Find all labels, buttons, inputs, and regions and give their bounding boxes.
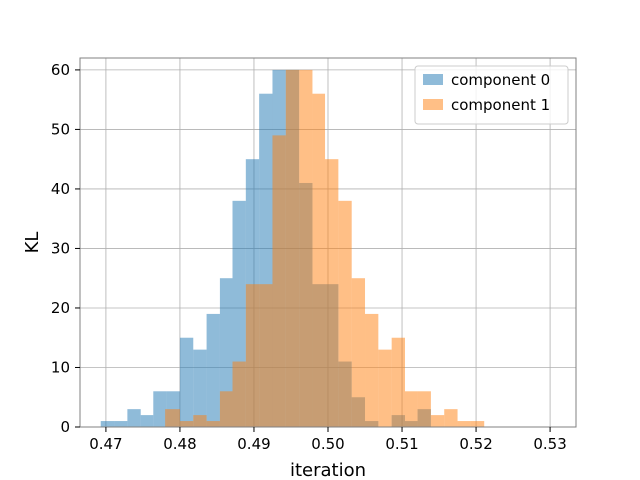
- histogram-bar-series-0: [100, 421, 115, 427]
- y-tick-label: 60: [51, 61, 70, 79]
- legend: component 0 component 1: [414, 65, 569, 125]
- y-tick-label: 10: [51, 358, 70, 376]
- legend-swatch: [423, 99, 443, 110]
- histogram-bar-series-0: [127, 409, 141, 427]
- y-axis-ticks: 0 10 20 30 40 50 60: [51, 61, 80, 436]
- histogram-bar-series-1: [245, 284, 260, 427]
- histogram-bar-series-1: [259, 284, 273, 427]
- histogram-bar-series-1: [325, 159, 339, 427]
- histogram-bar-series-1: [457, 421, 471, 427]
- histogram-bar-series-1: [417, 391, 431, 427]
- histogram-bar-series-1: [206, 421, 220, 427]
- histogram-bar-series-1: [219, 391, 233, 427]
- histogram-bar-series-1: [193, 415, 207, 427]
- histogram-bar-series-1: [470, 421, 485, 427]
- x-axis-ticks: 0.47 0.48 0.49 0.50 0.51 0.52 0.53: [89, 427, 567, 453]
- histogram-bar-series-1: [285, 69, 300, 427]
- histogram-bar-series-1: [299, 69, 313, 427]
- histogram-bar-series-1: [232, 361, 246, 427]
- histogram-bar-series-0: [219, 278, 233, 427]
- histogram-bar-series-1: [351, 278, 366, 427]
- y-tick-label: 40: [51, 180, 70, 198]
- x-tick-label: 0.48: [163, 435, 196, 453]
- legend-box: [414, 65, 569, 125]
- histogram-bar-series-1: [404, 391, 418, 427]
- histogram-bar-series-1: [444, 409, 458, 427]
- histogram-bar-series-1: [272, 135, 286, 427]
- histogram-bar-series-0: [140, 415, 154, 427]
- histogram-bar-series-0: [153, 391, 167, 427]
- legend-label: component 1: [451, 96, 550, 114]
- histogram-bar-series-1: [391, 337, 405, 427]
- histogram-bar-series-0: [193, 349, 207, 427]
- x-axis-label: iteration: [290, 460, 366, 480]
- y-tick-label: 20: [51, 299, 70, 317]
- histogram-bar-series-1: [165, 409, 180, 427]
- legend-swatch: [423, 74, 443, 85]
- x-tick-label: 0.49: [237, 435, 270, 453]
- x-tick-label: 0.50: [311, 435, 344, 453]
- y-tick-label: 30: [51, 239, 70, 257]
- x-tick-label: 0.52: [459, 435, 492, 453]
- histogram-bar-series-1: [312, 93, 326, 427]
- y-tick-label: 0: [60, 418, 70, 436]
- histogram-bar-series-1: [338, 200, 352, 427]
- bars: [100, 69, 485, 427]
- legend-label: component 0: [451, 71, 550, 89]
- x-tick-label: 0.53: [533, 435, 566, 453]
- histogram-bar-series-0: [114, 421, 128, 427]
- y-axis-label: KL: [22, 232, 43, 254]
- histogram-bar-series-1: [378, 349, 392, 427]
- x-tick-label: 0.51: [385, 435, 418, 453]
- histogram-bar-series-0: [179, 337, 194, 427]
- x-tick-label: 0.47: [89, 435, 122, 453]
- histogram-bar-series-1: [430, 415, 445, 427]
- histogram-bar-series-1: [179, 421, 194, 427]
- histogram-bar-series-0: [206, 313, 220, 427]
- y-tick-label: 50: [51, 120, 70, 138]
- histogram-bar-series-1: [365, 313, 379, 427]
